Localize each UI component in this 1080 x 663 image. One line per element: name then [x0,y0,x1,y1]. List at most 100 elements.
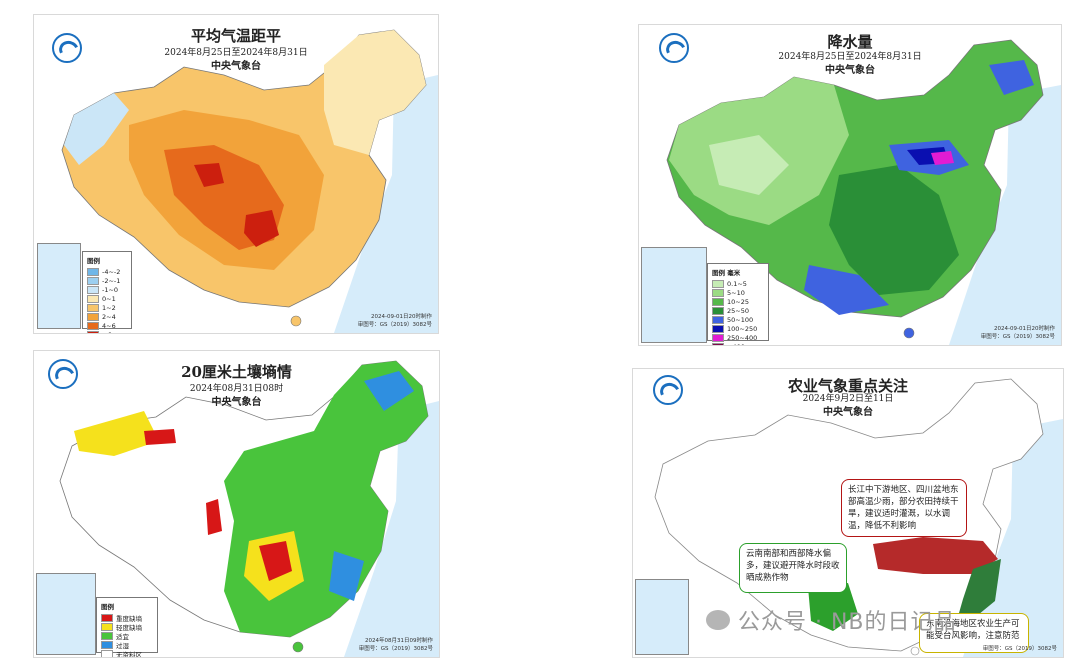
legend-unit: 毫米 [727,269,741,277]
sea-area [949,85,1061,345]
legend-swatch [101,631,113,640]
sea-area [344,401,439,657]
legend-item: 轻度缺墒 [101,622,153,632]
legend-label: 1~2 [102,303,116,312]
legend-label: 4~6 [102,321,116,330]
legend-swatch [712,288,724,297]
map-title: 降水量 [827,33,873,51]
southwest-heavy-rain [804,265,889,315]
map-org: 中央气象台 [211,61,261,72]
map-title: 农业气象重点关注 [787,377,908,395]
legend-rows: 重度缺墒 轻度缺墒 适宜 过湿 无资料区 [101,613,153,657]
south-china-sea-inset [36,573,96,655]
legend-label: 5~10 [727,288,745,297]
map-date: 2024年8月25日至2024年8月31日 [778,52,922,62]
map-date: 2024年9月2日至11日 [802,394,894,404]
legend-item: 过湿 [101,640,153,650]
wechat-watermark: 公众号 · NB的日记品 [706,604,957,636]
precipitation-legend: 图例 毫米 0.1~5 5~10 10~25 25~50 50~100 100~250 25… [707,263,769,345]
stamp-time: 2024-09-01日20时制作 [371,314,432,320]
legend-item: 10~25 [712,297,764,306]
stamp-review: 审图号：GS（2019）3082号 [357,322,432,328]
legend-item: 0.1~5 [712,279,764,288]
legend-item: 25~50 [712,306,764,315]
legend-swatch [87,267,99,276]
legend-title: 图例 [101,603,114,611]
legend-item: -4~-2 [87,267,127,276]
legend-item: 4~6 [87,321,127,330]
watermark-text: 公众号 · NB的日记品 [738,610,957,635]
map-title: 平均气温距平 [190,27,281,45]
legend-swatch [712,279,724,288]
hainan-island [910,646,920,656]
legend-item: 无资料区 [101,649,153,657]
southeast-typhoon-zone [955,559,1001,627]
stamp-time: 2024年08月31日09时制作 [365,638,433,644]
yangtze-drought-zone [873,537,998,574]
legend-swatch [712,333,724,342]
legend-item: 250~400 [712,333,764,342]
temperature-anomaly-map-panel: 平均气温距平 2024年8月25日至2024年8月31日 中央气象台 图例 -4… [33,14,439,334]
legend-swatch [87,285,99,294]
legend-swatch [101,622,113,631]
hainan-island [292,641,304,653]
legend-swatch [712,297,724,306]
legend-item: 0~1 [87,294,127,303]
soil-legend: 图例 重度缺墒 轻度缺墒 适宜 过湿 无资料区 [96,597,158,657]
legend-swatch [87,321,99,330]
stamp-review: 审图号：GS（2019）3082号 [980,334,1055,340]
legend-label: ≥400 [727,343,745,346]
legend-swatch [712,306,724,315]
dry-zone [709,135,789,195]
stamp-review: 审图号：GS（2019）3082号 [358,646,433,652]
stamp-review: 审图号：GS（2019）3082号 [982,646,1057,652]
south-china-sea-inset [635,579,689,655]
extreme-zone-1 [194,163,224,187]
severe-drought-west [206,499,222,535]
legend-label: 适宜 [116,632,129,641]
legend-label: >6 [102,331,112,334]
extreme-rain [931,151,954,165]
map-stamp: 2024-09-01日20时制作 审图号：GS（2019）3082号 [981,325,1055,341]
cma-logo-icon [659,33,689,63]
xinjiang-drought [144,429,176,445]
legend-swatch [87,312,99,321]
legend-label: 250~400 [727,333,758,342]
wechat-icon [706,610,730,630]
yunnan-rain-zone [808,583,858,631]
legend-label: 过湿 [116,641,129,650]
northeast-heavy-rain [989,60,1034,95]
legend-swatch [712,315,724,324]
legend-title-text: 图例 [712,269,725,277]
agri-focus-map-panel: 农业气象重点关注 2024年9月2日至11日 中央气象台 长江中下游地区、四川盆… [632,368,1064,658]
legend-label: 100~250 [727,324,758,333]
legend-label: 轻度缺墒 [116,623,142,632]
legend-label: 2~4 [102,312,116,321]
legend-label: -1~0 [102,285,119,294]
legend-rows: -4~-2-2~-1-1~00~11~22~44~6>6 [87,267,127,334]
typhoon-callout: 东南沿海地区农业生产可能受台风影响，注意防范 [919,613,1029,653]
south-china-sea-inset [37,243,81,329]
legend-label: 0.1~5 [727,279,747,288]
temperature-map [34,15,438,333]
temperature-legend: 图例 -4~-2-2~-1-1~00~11~22~44~6>6 [82,251,132,333]
east-rain-zone [829,165,959,295]
map-title: 20厘米土壤墒情 [181,363,292,381]
stamp-time: 2024-09-01日20时制作 [994,326,1055,332]
northwest-cool-zone [64,93,129,165]
legend-swatch [87,276,99,285]
legend-item: ≥400 [712,342,764,346]
south-china-sea-inset [641,247,707,343]
legend-label: 10~25 [727,297,749,306]
soil-moisture-map-panel: 20厘米土壤墒情 2024年08月31日08时 中央气象台 图例 重度缺墒 轻度缺… [33,350,440,658]
cma-logo-icon [653,375,683,405]
yunnan-rain-callout: 云南南部和西部降水偏多，建议避开降水时段收晒成熟作物 [739,543,847,593]
map-stamp: 审图号：GS（2019）3082号 [983,645,1057,653]
legend-swatch [101,640,113,649]
map-date: 2024年08月31日08时 [189,384,284,394]
legend-title: 图例 [87,257,100,265]
legend-swatch [87,330,99,333]
legend-label: 重度缺墒 [116,614,142,623]
cma-logo-icon [48,359,78,389]
northeast-warm-zone [324,30,426,155]
